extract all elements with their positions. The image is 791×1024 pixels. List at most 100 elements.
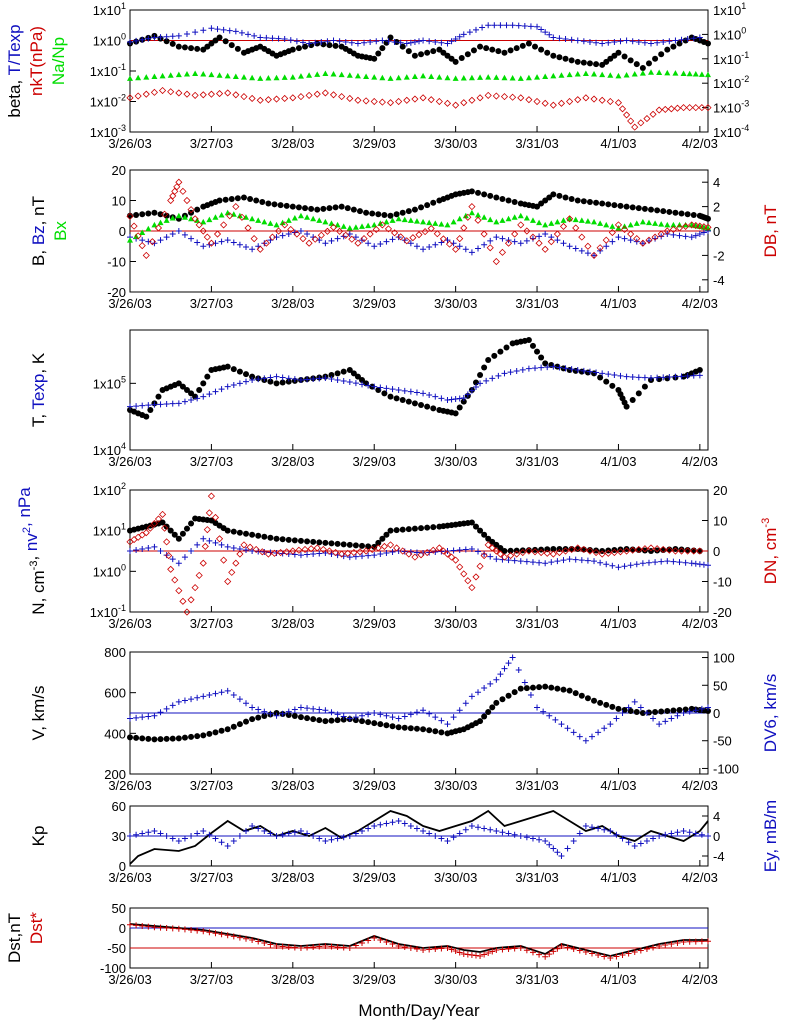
data-point bbox=[208, 71, 215, 78]
data-point bbox=[399, 43, 406, 50]
data-point bbox=[387, 34, 394, 41]
y-axis-label: V, km/s bbox=[29, 685, 48, 740]
data-point bbox=[359, 940, 366, 946]
data-point bbox=[369, 210, 376, 217]
data-point bbox=[304, 551, 311, 558]
data-point bbox=[655, 106, 663, 114]
data-point bbox=[151, 34, 158, 41]
data-point bbox=[420, 707, 427, 714]
plot-frame bbox=[129, 9, 709, 133]
data-point bbox=[218, 931, 225, 938]
x-tick-label: 3/26/03 bbox=[108, 870, 151, 885]
data-point bbox=[643, 838, 650, 844]
data-point bbox=[660, 39, 667, 46]
data-point bbox=[586, 546, 593, 553]
data-point bbox=[566, 243, 573, 250]
data-point bbox=[302, 205, 309, 212]
data-point bbox=[588, 950, 595, 957]
data-point bbox=[322, 218, 329, 225]
data-point bbox=[444, 721, 451, 728]
data-point bbox=[652, 708, 659, 715]
data-point bbox=[432, 39, 439, 46]
data-point bbox=[504, 239, 513, 247]
data-point bbox=[146, 524, 154, 532]
data-point bbox=[387, 393, 394, 400]
data-point bbox=[310, 833, 317, 839]
data-point bbox=[134, 232, 142, 240]
data-point bbox=[313, 544, 321, 552]
data-point bbox=[199, 91, 207, 99]
data-point bbox=[487, 216, 494, 223]
data-point bbox=[397, 233, 405, 241]
data-point bbox=[452, 556, 460, 564]
data-point bbox=[344, 549, 352, 557]
data-point bbox=[200, 732, 207, 739]
data-point bbox=[381, 390, 388, 397]
data-point bbox=[413, 218, 420, 224]
y-axis-label: B, Bz, nT bbox=[29, 196, 48, 266]
x-tick-label: 3/31/03 bbox=[515, 616, 558, 631]
data-point bbox=[304, 715, 311, 722]
data-point bbox=[359, 377, 366, 383]
data-point bbox=[295, 546, 303, 554]
data-point bbox=[553, 230, 561, 238]
data-point bbox=[554, 218, 561, 225]
data-point bbox=[698, 938, 705, 945]
data-point bbox=[297, 228, 304, 234]
data-point bbox=[316, 539, 323, 546]
data-point bbox=[591, 252, 598, 259]
data-point bbox=[310, 944, 317, 950]
y-tick-label: -10 bbox=[107, 255, 126, 270]
data-point bbox=[584, 250, 591, 257]
data-point bbox=[536, 951, 543, 958]
data-point bbox=[448, 55, 455, 62]
data-point bbox=[552, 716, 559, 723]
data-point bbox=[682, 706, 689, 713]
data-point bbox=[672, 70, 679, 76]
data-point bbox=[326, 42, 333, 49]
data-point bbox=[474, 216, 482, 224]
data-point bbox=[696, 547, 704, 555]
data-point bbox=[354, 373, 361, 380]
data-point bbox=[363, 209, 370, 216]
data-point bbox=[675, 224, 684, 232]
data-point bbox=[413, 243, 420, 250]
data-point bbox=[432, 241, 439, 248]
data-point bbox=[310, 716, 317, 723]
data-point bbox=[163, 538, 171, 546]
data-point bbox=[629, 546, 637, 554]
data-point bbox=[301, 545, 309, 554]
data-point bbox=[407, 549, 414, 556]
y2-axis-label: DB, nT bbox=[761, 205, 780, 258]
data-point bbox=[631, 71, 638, 77]
x-tick-label: 4/2/03 bbox=[682, 136, 718, 151]
x-tick-label: 3/31/03 bbox=[515, 972, 558, 987]
data-point bbox=[395, 234, 402, 241]
data-point bbox=[645, 559, 652, 566]
data-point bbox=[462, 546, 469, 553]
data-point bbox=[648, 69, 655, 75]
data-point bbox=[598, 96, 606, 104]
data-point bbox=[456, 404, 463, 411]
data-point bbox=[590, 95, 598, 103]
data-point bbox=[285, 217, 292, 223]
data-point bbox=[389, 819, 396, 826]
data-point bbox=[542, 231, 549, 238]
x-tick-label: 3/31/03 bbox=[515, 136, 558, 151]
data-point bbox=[243, 530, 250, 537]
data-point bbox=[532, 365, 539, 372]
data-point bbox=[705, 40, 711, 47]
data-point bbox=[615, 705, 622, 712]
data-point bbox=[466, 29, 473, 36]
data-point bbox=[438, 717, 445, 724]
data-point bbox=[350, 548, 358, 557]
data-point bbox=[285, 378, 292, 385]
series-2 bbox=[127, 921, 711, 961]
data-point bbox=[230, 691, 237, 698]
data-point bbox=[572, 216, 579, 223]
data-point bbox=[525, 547, 533, 555]
data-point bbox=[584, 557, 591, 564]
data-point bbox=[371, 383, 378, 390]
data-point bbox=[230, 382, 237, 388]
data-point bbox=[354, 239, 362, 247]
